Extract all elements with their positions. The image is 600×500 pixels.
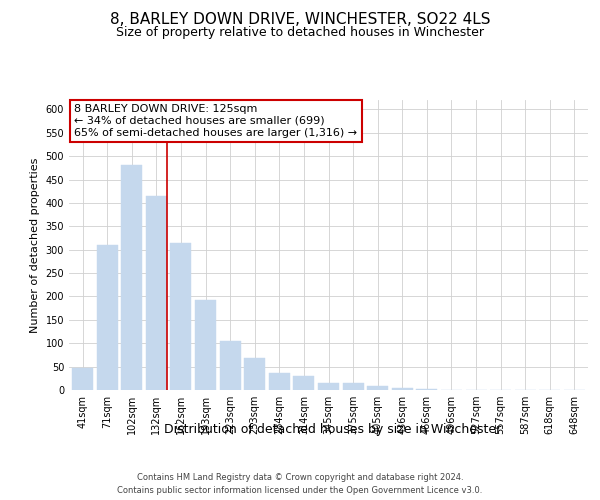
Bar — [121, 166, 142, 390]
Bar — [367, 386, 388, 390]
Bar — [220, 341, 241, 390]
Bar — [318, 384, 339, 390]
Y-axis label: Number of detached properties: Number of detached properties — [30, 158, 40, 332]
Bar — [293, 376, 314, 390]
Bar — [392, 388, 413, 390]
Bar — [170, 243, 191, 390]
Text: 8, BARLEY DOWN DRIVE, WINCHESTER, SO22 4LS: 8, BARLEY DOWN DRIVE, WINCHESTER, SO22 4… — [110, 12, 490, 28]
Bar — [97, 244, 118, 390]
Bar — [146, 196, 167, 390]
Bar — [416, 389, 437, 390]
Bar — [343, 384, 364, 390]
Bar — [244, 358, 265, 390]
Bar — [269, 373, 290, 390]
Bar — [195, 300, 216, 390]
Text: Distribution of detached houses by size in Winchester: Distribution of detached houses by size … — [164, 422, 502, 436]
Text: Contains HM Land Registry data © Crown copyright and database right 2024.: Contains HM Land Registry data © Crown c… — [137, 472, 463, 482]
Text: Size of property relative to detached houses in Winchester: Size of property relative to detached ho… — [116, 26, 484, 39]
Bar — [72, 368, 93, 390]
Text: 8 BARLEY DOWN DRIVE: 125sqm
← 34% of detached houses are smaller (699)
65% of se: 8 BARLEY DOWN DRIVE: 125sqm ← 34% of det… — [74, 104, 358, 138]
Text: Contains public sector information licensed under the Open Government Licence v3: Contains public sector information licen… — [118, 486, 482, 495]
